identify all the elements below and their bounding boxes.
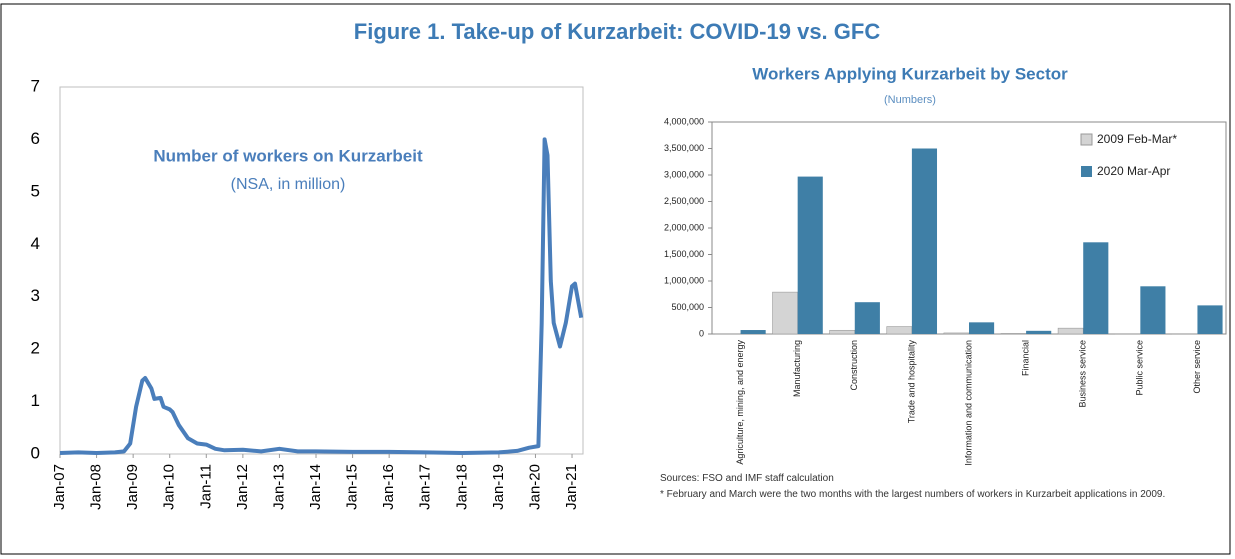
y-tick-label: 2,000,000 xyxy=(664,222,704,232)
x-tick-label: Jan-17 xyxy=(417,464,434,510)
bar xyxy=(911,148,938,334)
figure-border xyxy=(0,3,1231,555)
legend-label: 2009 Feb-Mar* xyxy=(1097,132,1177,146)
x-tick-label: Jan-15 xyxy=(344,464,361,510)
y-tick-label: 4,000,000 xyxy=(664,116,704,126)
data-line xyxy=(59,137,584,455)
chart-title: Workers Applying Kurzarbeit by Sector xyxy=(752,64,1068,83)
y-tick-label: 3,000,000 xyxy=(664,169,704,179)
x-tick-label: Trade and hospitality xyxy=(906,340,916,424)
bar xyxy=(1000,333,1027,335)
bar xyxy=(943,332,970,335)
bar xyxy=(1083,242,1109,334)
source-note: Sources: FSO and IMF staff calculation xyxy=(660,473,834,484)
x-tick-label: Financial xyxy=(1020,340,1030,376)
bar xyxy=(797,176,823,334)
y-tick-label: 1 xyxy=(31,391,40,410)
y-tick-label: 2,500,000 xyxy=(664,196,704,206)
annotation: Number of workers on Kurzarbeit xyxy=(153,146,423,165)
y-tick-label: 1,000,000 xyxy=(664,275,704,285)
bar xyxy=(740,330,766,334)
legend-label: 2020 Mar-Apr xyxy=(1097,164,1170,178)
bar xyxy=(886,326,913,335)
x-tick-label: Jan-07 xyxy=(51,464,68,510)
figure-title: Figure 1. Take-up of Kurzarbeit: COVID-1… xyxy=(354,19,881,44)
y-tick-label: 5 xyxy=(31,181,40,200)
bar xyxy=(1057,327,1084,335)
bar xyxy=(854,302,880,334)
x-tick-label: Jan-18 xyxy=(453,464,470,510)
bar xyxy=(969,322,995,334)
y-tick-label: 0 xyxy=(31,443,40,462)
x-tick-label: Agriculture, mining, and energy xyxy=(735,340,745,465)
bar xyxy=(1197,305,1223,334)
y-tick-label: 6 xyxy=(31,129,40,148)
x-tick-label: Jan-16 xyxy=(380,464,397,510)
x-tick-label: Manufacturing xyxy=(792,340,802,397)
y-tick-label: 4 xyxy=(31,234,40,253)
x-tick-label: Public service xyxy=(1135,340,1145,396)
x-tick-label: Other service xyxy=(1192,340,1202,394)
x-tick-label: Jan-12 xyxy=(234,464,251,510)
y-tick-label: 0 xyxy=(699,328,704,338)
y-tick-label: 3,500,000 xyxy=(664,143,704,153)
x-tick-label: Construction xyxy=(849,340,859,391)
legend-swatch xyxy=(1080,133,1093,146)
chart-subtitle: (Numbers) xyxy=(884,94,936,106)
y-tick-label: 7 xyxy=(31,76,40,95)
footnote: * February and March were the two months… xyxy=(660,489,1166,500)
bar xyxy=(1140,286,1166,334)
bar xyxy=(829,329,856,335)
x-tick-label: Jan-20 xyxy=(526,464,543,510)
legend-swatch xyxy=(1081,166,1092,177)
x-tick-label: Jan-09 xyxy=(124,464,141,510)
x-tick-label: Jan-21 xyxy=(563,464,580,510)
x-tick-label: Jan-19 xyxy=(490,464,507,510)
annotation: (NSA, in million) xyxy=(231,176,346,193)
x-tick-label: Jan-13 xyxy=(270,464,287,510)
x-tick-label: Jan-08 xyxy=(88,464,105,510)
y-tick-label: 2 xyxy=(31,339,40,358)
y-tick-label: 1,500,000 xyxy=(664,249,704,259)
x-tick-label: Jan-14 xyxy=(307,464,324,510)
x-tick-label: Information and communication xyxy=(963,340,973,466)
y-tick-label: 500,000 xyxy=(671,302,704,312)
plot-frame xyxy=(59,86,584,455)
x-tick-label: Business service xyxy=(1078,340,1088,408)
bar xyxy=(772,291,798,335)
x-tick-label: Jan-10 xyxy=(161,464,178,510)
x-tick-label: Jan-11 xyxy=(197,464,214,509)
y-tick-label: 3 xyxy=(31,286,40,305)
bar xyxy=(1026,330,1052,334)
